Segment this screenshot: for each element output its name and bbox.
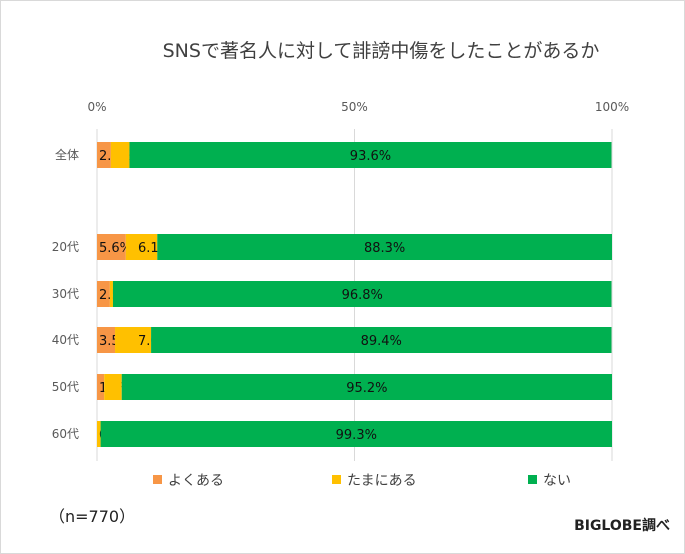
x-tick-label: 0% xyxy=(87,100,106,114)
legend-swatch xyxy=(332,475,341,484)
category-label: 50代 xyxy=(52,380,79,394)
data-label: 89.4% xyxy=(361,334,402,349)
bar-segment xyxy=(97,142,111,168)
stacked-bar-chart: SNSで著名人に対して誹謗中傷をしたことがあるか 0%50%100%全体2.7%… xyxy=(52,40,629,489)
bar-segment xyxy=(157,234,612,260)
bar-segment xyxy=(97,281,110,307)
bar-segment xyxy=(125,234,158,260)
bar-segment xyxy=(100,421,612,447)
category-label: 全体 xyxy=(55,147,79,162)
bar-segment xyxy=(151,327,612,353)
category-label: 20代 xyxy=(52,240,79,254)
legend-label: よくある xyxy=(168,473,224,489)
bar-segment xyxy=(109,281,113,307)
legend-swatch xyxy=(153,475,162,484)
category-label: 30代 xyxy=(52,287,79,301)
x-tick-label: 50% xyxy=(341,100,368,114)
bar-segment xyxy=(104,374,122,400)
category-label: 40代 xyxy=(52,333,79,347)
data-label: 93.6% xyxy=(350,149,391,164)
bar-segment xyxy=(121,374,612,400)
category-label: 60代 xyxy=(52,427,79,441)
bar-segment xyxy=(129,142,612,168)
bar-segment xyxy=(115,327,152,353)
bar-segment xyxy=(97,327,116,353)
bar-segment xyxy=(97,421,101,447)
brand-credit: BIGLOBE調べ xyxy=(574,518,670,534)
bar-segment xyxy=(97,234,126,260)
data-label: 99.3% xyxy=(336,428,377,443)
bar-segment xyxy=(110,142,130,168)
legend-swatch xyxy=(528,475,537,484)
legend-label: ない xyxy=(543,473,571,489)
data-label: 95.2% xyxy=(346,381,387,396)
bar-segment xyxy=(112,281,612,307)
chart-title: SNSで著名人に対して誹謗中傷をしたことがあるか xyxy=(163,40,600,62)
sample-size-note: （n=770） xyxy=(49,507,136,526)
x-tick-label: 100% xyxy=(595,100,629,114)
data-label: 5.6% xyxy=(99,241,132,256)
data-label: 96.8% xyxy=(342,288,383,303)
bar-segment xyxy=(97,374,105,400)
data-label: 88.3% xyxy=(364,241,405,256)
legend-label: たまにある xyxy=(347,473,417,489)
